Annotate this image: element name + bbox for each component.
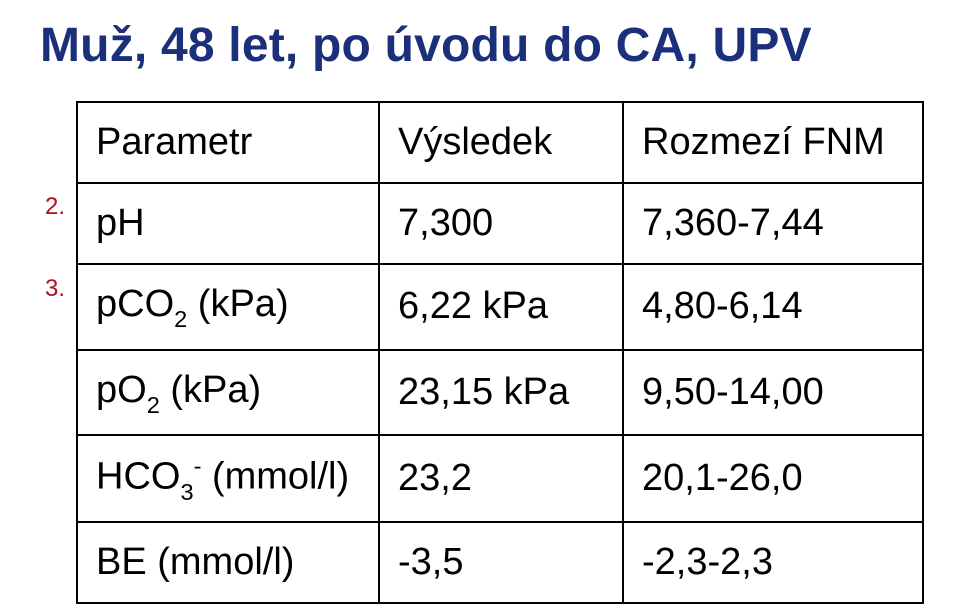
cell-param: pH <box>77 183 379 264</box>
table-header-row: Parametr Výsledek Rozmezí FNM <box>77 102 923 183</box>
table-row: pO2 (kPa) 23,15 kPa 9,50-14,00 <box>77 350 923 436</box>
cell-value: -3,5 <box>379 522 623 603</box>
content-row: 2. 3. Parametr Výsledek Rozmezí FNM pH 7… <box>34 101 926 604</box>
cell-value: 7,300 <box>379 183 623 264</box>
table-row: pCO2 (kPa) 6,22 kPa 4,80-6,14 <box>77 264 923 350</box>
cell-param: pCO2 (kPa) <box>77 264 379 350</box>
results-table: Parametr Výsledek Rozmezí FNM pH 7,300 7… <box>76 101 924 604</box>
cell-param: pO2 (kPa) <box>77 350 379 436</box>
col-header-range: Rozmezí FNM <box>623 102 923 183</box>
slide: Muž, 48 let, po úvodu do CA, UPV 2. 3. P… <box>0 0 960 614</box>
table-row: BE (mmol/l) -3,5 -2,3-2,3 <box>77 522 923 603</box>
cell-value: 23,2 <box>379 435 623 522</box>
cell-range: 7,360-7,44 <box>623 183 923 264</box>
cell-range: -2,3-2,3 <box>623 522 923 603</box>
col-header-value: Výsledek <box>379 102 623 183</box>
table-row: pH 7,300 7,360-7,44 <box>77 183 923 264</box>
cell-range: 4,80-6,14 <box>623 264 923 350</box>
row-markers-column: 2. 3. <box>34 101 76 604</box>
table-row: HCO3- (mmol/l) 23,2 20,1-26,0 <box>77 435 923 522</box>
cell-value: 23,15 kPa <box>379 350 623 436</box>
cell-value: 6,22 kPa <box>379 264 623 350</box>
row-marker: 2. <box>45 195 65 219</box>
cell-param: HCO3- (mmol/l) <box>77 435 379 522</box>
cell-param: BE (mmol/l) <box>77 522 379 603</box>
cell-range: 9,50-14,00 <box>623 350 923 436</box>
row-marker: 3. <box>45 277 65 301</box>
col-header-param: Parametr <box>77 102 379 183</box>
page-title: Muž, 48 let, po úvodu do CA, UPV <box>40 18 926 73</box>
cell-range: 20,1-26,0 <box>623 435 923 522</box>
